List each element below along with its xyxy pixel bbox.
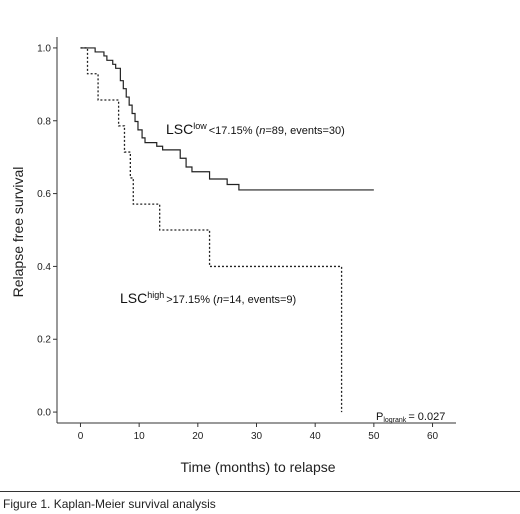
survival-curve-lsc-high — [80, 47, 343, 413]
series-label-lsc-high-main: LSC — [120, 290, 147, 306]
caption-divider — [0, 491, 520, 492]
series-label-lsc-low: LSClow <17.15% (n=89, events=30) — [166, 121, 345, 137]
y-tick-label: 0.4 — [37, 262, 51, 273]
y-tick-label: 0.0 — [37, 408, 51, 419]
figure-caption: Figure 1. Kaplan-Meier survival analysis — [3, 497, 216, 511]
series-label-lsc-high-rest: >17.15% ( — [166, 294, 217, 306]
x-tick-label: 10 — [134, 431, 146, 442]
series-label-lsc-low-rest-b: =89, events=30) — [265, 125, 345, 137]
y-tick-label: 1.0 — [37, 43, 51, 54]
kaplan-meier-chart: 0.0 0.2 0.4 0.6 0.8 1.0 0 10 20 30 40 50 60 Time (m… — [10, 37, 456, 475]
series-label-lsc-high-sup: high — [147, 290, 164, 300]
p-logrank-value: = 0.027 — [408, 411, 445, 423]
survival-curve-lsc-low — [80, 47, 374, 191]
x-ticks: 0 10 20 30 40 50 60 — [78, 423, 439, 442]
x-axis: 0 10 20 30 40 50 60 — [57, 422, 456, 442]
x-tick-label: 50 — [368, 431, 380, 442]
y-axis: 0.0 0.2 0.4 0.6 0.8 1.0 — [37, 37, 58, 423]
p-logrank-label: Plogrank = 0.027 — [376, 411, 445, 424]
series-label-lsc-low-sup: low — [193, 121, 207, 131]
series-label-lsc-high-n: n — [217, 294, 223, 306]
series-label-lsc-high: LSChigh >17.15% (n=14, events=9) — [120, 290, 296, 306]
series-label-lsc-high-rest-b: =14, events=9) — [223, 294, 296, 306]
y-ticks: 0.0 0.2 0.4 0.6 0.8 1.0 — [37, 43, 57, 419]
x-tick-label: 60 — [427, 431, 439, 442]
p-logrank-p: P — [376, 411, 383, 423]
x-tick-label: 20 — [192, 431, 204, 442]
x-axis-title: Time (months) to relapse — [180, 459, 335, 475]
x-tick-label: 0 — [78, 431, 84, 442]
y-axis-title: Relapse free survival — [10, 167, 26, 298]
survival-curves — [80, 47, 374, 413]
p-logrank-sub: logrank — [383, 417, 406, 424]
y-tick-label: 0.6 — [37, 189, 51, 200]
x-tick-label: 40 — [310, 431, 322, 442]
y-tick-label: 0.2 — [37, 335, 51, 346]
x-tick-label: 30 — [251, 431, 263, 442]
series-label-lsc-low-rest: <17.15% ( — [209, 125, 260, 137]
series-label-lsc-low-n: n — [259, 125, 265, 137]
y-tick-label: 0.8 — [37, 116, 51, 127]
series-label-lsc-low-main: LSC — [166, 121, 193, 137]
